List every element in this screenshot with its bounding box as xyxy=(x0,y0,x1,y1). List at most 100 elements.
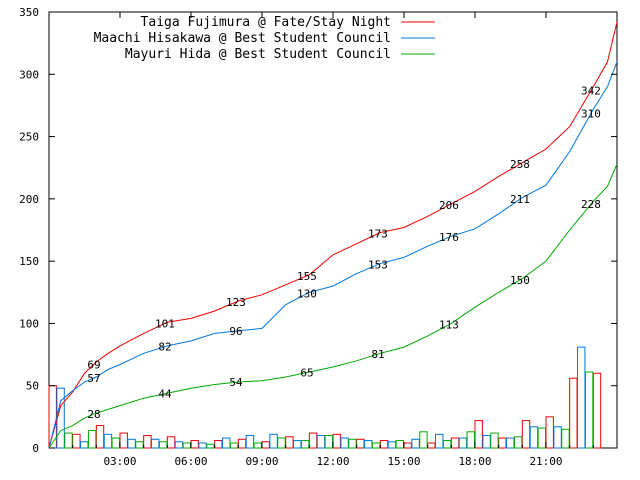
bar-maachi-hisakawa xyxy=(103,433,113,449)
value-label: 57 xyxy=(87,372,100,385)
bar-mayuri-hida xyxy=(111,437,121,449)
y-tick-label: 350 xyxy=(19,6,39,19)
bar-mayuri-hida xyxy=(182,442,192,449)
line-taiga-fujimura xyxy=(48,21,618,449)
bar-mayuri-hida xyxy=(158,441,168,449)
value-label: 176 xyxy=(439,231,459,244)
bar-mayuri-hida xyxy=(419,431,428,449)
value-label: 65 xyxy=(300,367,313,380)
bar-mayuri-hida xyxy=(277,437,286,449)
bar-maachi-hisakawa xyxy=(529,426,539,449)
bar-taiga-fujimura xyxy=(261,441,270,449)
legend-label: Taiga Fujimura @ Fate/Stay Night xyxy=(141,15,391,30)
bar-taiga-fujimura xyxy=(308,432,318,449)
y-tick-label: 100 xyxy=(19,317,39,330)
bar-maachi-hisakawa xyxy=(411,438,420,449)
bar-taiga-fujimura xyxy=(72,433,81,449)
bar-taiga-fujimura xyxy=(427,442,436,449)
bar-taiga-fujimura xyxy=(545,416,554,449)
value-label: 82 xyxy=(158,341,171,354)
x-tick-label: 03:00 xyxy=(103,455,136,468)
bar-mayuri-hida xyxy=(206,443,215,449)
bar-mayuri-hida xyxy=(537,427,546,449)
bar-mayuri-hida xyxy=(584,371,594,449)
line-maachi-hisakawa xyxy=(48,61,618,449)
value-label: 150 xyxy=(510,274,530,287)
bar-maachi-hisakawa xyxy=(151,438,160,449)
bar-taiga-fujimura xyxy=(214,440,223,449)
bar-maachi-hisakawa xyxy=(553,426,562,449)
bar-maachi-hisakawa xyxy=(80,441,89,449)
y-tick-label: 200 xyxy=(19,193,39,206)
bar-maachi-hisakawa xyxy=(387,441,397,449)
bar-mayuri-hida xyxy=(466,431,476,449)
value-label: 130 xyxy=(297,288,317,301)
value-label: 258 xyxy=(510,158,530,171)
bar-taiga-fujimura xyxy=(592,372,602,449)
value-label: 81 xyxy=(371,348,384,361)
bar-taiga-fujimura xyxy=(285,436,294,449)
bar-taiga-fujimura xyxy=(166,436,176,449)
x-tick-label: 18:00 xyxy=(458,455,491,468)
bar-mayuri-hida xyxy=(300,440,310,449)
line-mayuri-hida xyxy=(48,163,618,449)
bar-maachi-hisakawa xyxy=(293,440,302,449)
bar-mayuri-hida xyxy=(87,430,97,449)
y-tick-label: 300 xyxy=(19,68,39,81)
bar-taiga-fujimura xyxy=(569,377,578,449)
bar-taiga-fujimura xyxy=(95,425,105,449)
hourly-bars xyxy=(48,346,602,449)
x-tick-label: 21:00 xyxy=(529,455,562,468)
value-label: 173 xyxy=(368,228,388,241)
x-tick-label: 06:00 xyxy=(174,455,207,468)
value-label: 44 xyxy=(158,388,172,401)
bar-mayuri-hida xyxy=(395,440,405,449)
series-value-labels: 69 101 123 155 173 206 258 342 57 82 96 130 153 176 21… xyxy=(87,85,601,421)
bar-mayuri-hida xyxy=(64,432,73,449)
legend-label: Maachi Hisakawa @ Best Student Council xyxy=(94,31,391,46)
bar-mayuri-hida xyxy=(513,436,523,449)
bar-taiga-fujimura xyxy=(143,435,152,449)
value-label: 211 xyxy=(510,193,530,206)
bar-mayuri-hida xyxy=(561,428,570,449)
series-lines xyxy=(48,21,618,449)
value-label: 28 xyxy=(87,408,100,421)
bar-maachi-hisakawa xyxy=(435,433,444,449)
value-label: 310 xyxy=(581,107,601,120)
bar-taiga-fujimura xyxy=(119,432,128,449)
x-tick-label: 15:00 xyxy=(387,455,420,468)
bar-taiga-fujimura xyxy=(332,433,341,449)
bar-maachi-hisakawa xyxy=(222,437,231,449)
value-label: 228 xyxy=(581,198,601,211)
y-tick-label: 0 xyxy=(32,442,39,455)
bar-maachi-hisakawa xyxy=(340,437,349,449)
value-label: 101 xyxy=(155,317,175,330)
x-tick-label: 12:00 xyxy=(316,455,349,468)
bar-mayuri-hida xyxy=(442,440,452,449)
bar-maachi-hisakawa xyxy=(269,433,278,449)
bar-maachi-hisakawa xyxy=(174,441,184,449)
bar-taiga-fujimura xyxy=(379,440,389,449)
value-label: 206 xyxy=(439,199,459,212)
bar-maachi-hisakawa xyxy=(506,437,515,449)
value-label: 155 xyxy=(297,270,317,283)
bar-maachi-hisakawa xyxy=(577,346,586,449)
bar-maachi-hisakawa xyxy=(127,438,136,449)
bar-taiga-fujimura xyxy=(450,437,460,449)
bar-mayuri-hida xyxy=(135,441,144,449)
value-label: 54 xyxy=(229,376,243,389)
bar-mayuri-hida xyxy=(324,435,334,449)
bar-taiga-fujimura xyxy=(356,438,365,449)
value-label: 96 xyxy=(229,325,242,338)
bar-mayuri-hida xyxy=(490,432,499,449)
axis-ticks: 0 50 100 150 200 250 300 350 03:00 06:00 09:00 12:0… xyxy=(19,6,617,468)
bar-mayuri-hida xyxy=(229,442,239,449)
value-label: 113 xyxy=(439,319,459,332)
bar-maachi-hisakawa xyxy=(458,437,468,449)
bar-mayuri-hida xyxy=(371,442,381,449)
value-label: 69 xyxy=(87,358,100,371)
y-tick-label: 50 xyxy=(26,380,39,393)
value-label: 153 xyxy=(368,259,388,272)
